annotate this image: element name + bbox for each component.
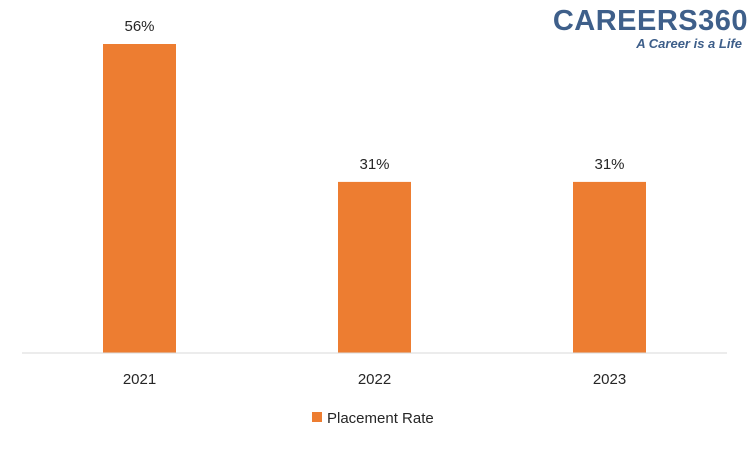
bar-2021	[103, 44, 176, 353]
x-axis-ticks: 2021 2022 2023	[123, 371, 626, 388]
data-label-2022: 31%	[359, 156, 389, 173]
legend: Placement Rate	[312, 410, 434, 427]
legend-swatch	[312, 412, 322, 422]
bar-2023	[573, 181, 646, 353]
plot-area: 56% 31% 31%	[103, 18, 646, 353]
data-label-2021: 56%	[124, 18, 154, 35]
legend-label: Placement Rate	[327, 410, 434, 427]
tick-label-2022: 2022	[358, 371, 391, 388]
tick-label-2021: 2021	[123, 371, 156, 388]
careers360-logo: CAREERS360 A Career is a Life	[553, 5, 748, 51]
data-label-2023: 31%	[594, 156, 624, 173]
bar-2022	[338, 181, 411, 353]
tick-label-2023: 2023	[593, 371, 626, 388]
logo-tagline: A Career is a Life	[635, 36, 742, 51]
logo-text: CAREERS360	[553, 5, 748, 37]
